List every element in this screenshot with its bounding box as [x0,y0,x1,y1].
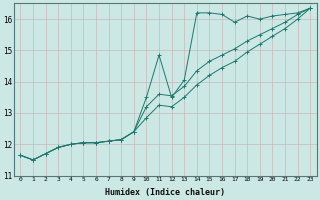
X-axis label: Humidex (Indice chaleur): Humidex (Indice chaleur) [105,188,225,197]
